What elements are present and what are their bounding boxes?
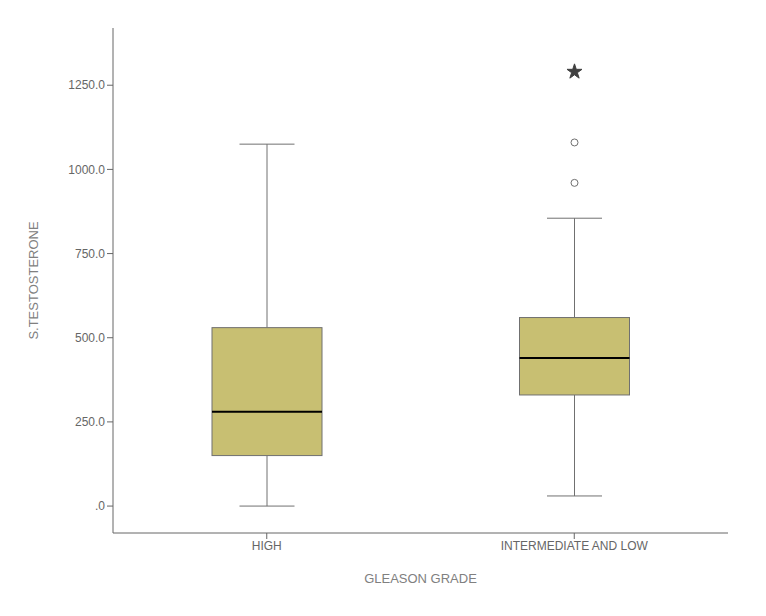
svg-text:.0: .0 — [95, 499, 105, 513]
svg-text:GLEASON GRADE: GLEASON GRADE — [364, 571, 477, 586]
svg-text:S.TESTOSTERONE: S.TESTOSTERONE — [26, 221, 41, 340]
svg-text:750.0: 750.0 — [75, 247, 105, 261]
svg-text:1250.0: 1250.0 — [68, 78, 105, 92]
svg-text:250.0: 250.0 — [75, 415, 105, 429]
svg-text:500.0: 500.0 — [75, 331, 105, 345]
svg-text:HIGH: HIGH — [252, 539, 282, 553]
svg-text:1000.0: 1000.0 — [68, 163, 105, 177]
svg-text:INTERMEDIATE AND LOW: INTERMEDIATE AND LOW — [501, 539, 649, 553]
